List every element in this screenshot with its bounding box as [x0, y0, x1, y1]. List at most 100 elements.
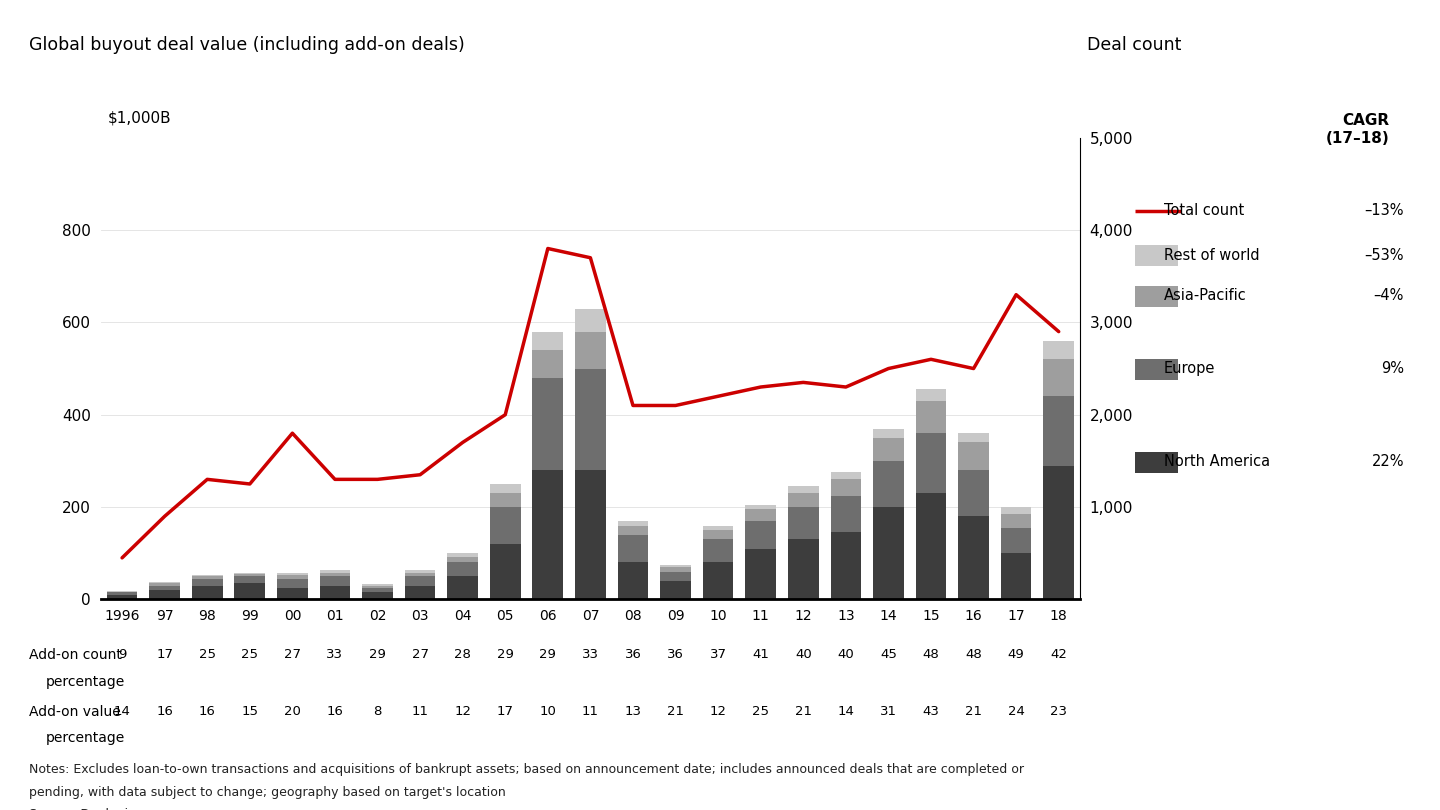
- Bar: [575, 470, 606, 599]
- Bar: [788, 507, 818, 539]
- Bar: [831, 472, 861, 480]
- Bar: [746, 548, 776, 599]
- Bar: [448, 562, 478, 577]
- Bar: [405, 573, 435, 577]
- Text: CAGR
(17–18): CAGR (17–18): [1326, 113, 1390, 146]
- Bar: [1044, 360, 1074, 396]
- Text: 27: 27: [412, 648, 429, 661]
- Text: 36: 36: [667, 648, 684, 661]
- Bar: [1001, 514, 1031, 528]
- Bar: [150, 583, 180, 586]
- Text: 16: 16: [156, 705, 173, 718]
- Bar: [490, 493, 521, 507]
- Bar: [533, 350, 563, 377]
- Bar: [958, 470, 989, 516]
- Text: 43: 43: [923, 705, 939, 718]
- Text: Add-on value: Add-on value: [29, 705, 121, 718]
- Text: 37: 37: [710, 648, 727, 661]
- Bar: [448, 557, 478, 562]
- Bar: [150, 590, 180, 599]
- Bar: [363, 584, 393, 586]
- Bar: [235, 577, 265, 583]
- Text: 16: 16: [327, 705, 343, 718]
- Bar: [235, 574, 265, 577]
- Bar: [192, 578, 223, 586]
- Bar: [958, 433, 989, 442]
- Text: 9%: 9%: [1381, 361, 1404, 376]
- Bar: [363, 592, 393, 599]
- Bar: [618, 535, 648, 562]
- Text: Source: Dealogic: Source: Dealogic: [29, 808, 135, 810]
- Text: 14: 14: [838, 705, 854, 718]
- Bar: [192, 586, 223, 599]
- Text: 25: 25: [752, 705, 769, 718]
- Bar: [788, 486, 818, 493]
- Text: Deal count: Deal count: [1087, 36, 1182, 54]
- Bar: [490, 544, 521, 599]
- Bar: [575, 309, 606, 331]
- Text: 24: 24: [1008, 705, 1025, 718]
- Bar: [320, 573, 350, 577]
- Bar: [276, 573, 308, 575]
- Text: North America: North America: [1164, 454, 1270, 469]
- Bar: [150, 586, 180, 590]
- Text: Rest of world: Rest of world: [1164, 248, 1259, 262]
- Text: 33: 33: [327, 648, 344, 661]
- Bar: [150, 582, 180, 583]
- Text: 25: 25: [242, 648, 258, 661]
- Text: 15: 15: [242, 705, 258, 718]
- Bar: [916, 433, 946, 493]
- Bar: [873, 437, 904, 461]
- Bar: [831, 496, 861, 532]
- Bar: [575, 331, 606, 369]
- Text: 21: 21: [795, 705, 812, 718]
- Bar: [703, 531, 733, 539]
- Text: 17: 17: [156, 648, 173, 661]
- Bar: [405, 586, 435, 599]
- Text: 42: 42: [1050, 648, 1067, 661]
- Text: 29: 29: [540, 648, 556, 661]
- Text: 31: 31: [880, 705, 897, 718]
- Bar: [363, 586, 393, 588]
- Bar: [320, 586, 350, 599]
- Text: Europe: Europe: [1164, 361, 1215, 376]
- Text: 11: 11: [582, 705, 599, 718]
- Bar: [660, 572, 691, 581]
- Bar: [276, 575, 308, 578]
- Text: 16: 16: [199, 705, 216, 718]
- Bar: [448, 553, 478, 557]
- Bar: [107, 592, 137, 595]
- Text: 45: 45: [880, 648, 897, 661]
- Bar: [533, 331, 563, 350]
- Bar: [703, 526, 733, 530]
- Bar: [703, 562, 733, 599]
- Text: 12: 12: [454, 705, 471, 718]
- Text: Global buyout deal value (including add-on deals): Global buyout deal value (including add-…: [29, 36, 465, 54]
- Bar: [746, 509, 776, 521]
- Bar: [916, 390, 946, 401]
- Bar: [235, 583, 265, 599]
- Text: 21: 21: [667, 705, 684, 718]
- Bar: [533, 377, 563, 470]
- Bar: [873, 461, 904, 507]
- Text: –4%: –4%: [1374, 288, 1404, 303]
- Bar: [788, 493, 818, 507]
- Bar: [1044, 396, 1074, 466]
- Text: 29: 29: [497, 648, 514, 661]
- Text: 48: 48: [923, 648, 939, 661]
- Text: percentage: percentage: [46, 675, 125, 688]
- Bar: [192, 577, 223, 578]
- Bar: [1001, 507, 1031, 514]
- Bar: [235, 573, 265, 574]
- Text: Total count: Total count: [1164, 203, 1244, 218]
- Bar: [831, 532, 861, 599]
- Bar: [320, 577, 350, 586]
- Text: 8: 8: [373, 705, 382, 718]
- Bar: [916, 401, 946, 433]
- Text: 20: 20: [284, 705, 301, 718]
- Bar: [958, 442, 989, 470]
- Bar: [703, 539, 733, 562]
- Text: 11: 11: [412, 705, 429, 718]
- Bar: [660, 581, 691, 599]
- Bar: [320, 570, 350, 573]
